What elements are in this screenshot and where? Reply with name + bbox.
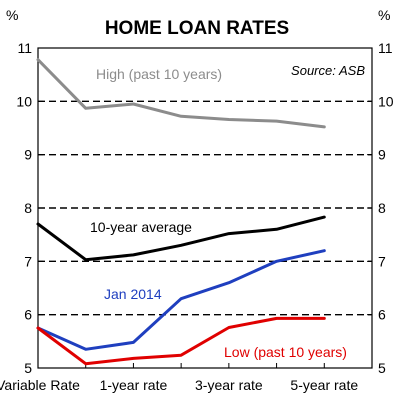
series-label-average: 10-year average [90, 219, 192, 235]
gridlines [38, 100, 372, 316]
y-tick-label-left: 11 [17, 40, 32, 56]
y-unit-left: % [6, 7, 18, 23]
y-axis-right: 5 6 7 8 9 10 11 [367, 40, 394, 376]
y-tick-label-left: 9 [24, 147, 32, 163]
y-tick-label-left: 10 [16, 93, 32, 109]
series-label-jan-2014: Jan 2014 [104, 286, 162, 302]
y-axis-left: 5 6 7 8 9 10 11 [16, 40, 43, 376]
y-tick-label-right: 10 [378, 93, 394, 109]
y-tick-label-left: 7 [24, 253, 32, 269]
x-axis: Variable Rate 1-year rate 3-year rate 5-yea… [0, 363, 373, 393]
y-tick-label-right: 6 [378, 307, 386, 323]
series-line-2 [36, 249, 326, 351]
y-unit-right: % [378, 7, 390, 23]
y-tick-label-left: 8 [24, 200, 32, 216]
y-tick-label-right: 9 [378, 147, 386, 163]
y-tick-label-right: 7 [378, 253, 386, 269]
y-tick-label-right: 8 [378, 200, 386, 216]
y-tick-label-right: 11 [378, 40, 393, 56]
x-tick-label: 5-year rate [290, 377, 358, 393]
x-tick-label: 3-year rate [195, 377, 263, 393]
x-tick-label: Variable Rate [0, 377, 80, 393]
series-lines [36, 58, 326, 366]
chart-title: HOME LOAN RATES [105, 18, 289, 39]
series-label-low: Low (past 10 years) [224, 344, 347, 360]
source-note: Source: ASB [291, 63, 365, 78]
y-tick-label-right: 5 [378, 360, 386, 376]
y-tick-label-left: 5 [24, 360, 32, 376]
x-tick-label: 1-year rate [100, 377, 168, 393]
y-tick-label-left: 6 [24, 307, 32, 323]
series-line-0 [36, 58, 326, 129]
series-line-1 [36, 215, 326, 262]
series-line-3 [36, 316, 326, 366]
series-label-high: High (past 10 years) [96, 66, 222, 82]
